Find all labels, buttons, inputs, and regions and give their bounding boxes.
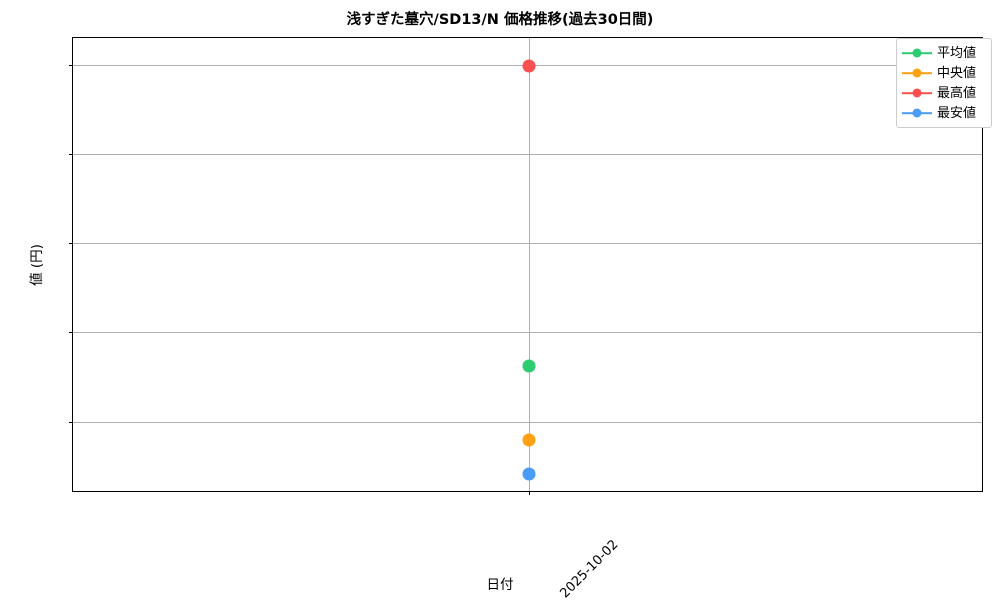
plot-area: 値 (円) 10008006004002002025-10-02: [29, 37, 983, 601]
y-tick-mark: [69, 153, 73, 155]
y-gridline: [73, 243, 982, 245]
y-gridline: [73, 153, 982, 155]
data-point: [522, 359, 535, 373]
legend-marker-icon: [902, 47, 932, 59]
legend-label: 平均値: [937, 45, 977, 61]
legend-label: 最安値: [937, 105, 977, 121]
x-axis-label: 日付: [486, 577, 514, 593]
data-point: [522, 59, 535, 73]
y-gridline: [73, 421, 982, 423]
x-tick-mark: [528, 491, 530, 495]
y-tick-mark: [69, 243, 73, 245]
legend-label: 最高値: [937, 85, 977, 101]
legend-item[interactable]: 最安値: [902, 103, 986, 123]
chart-title: 浅すぎた墓穴/SD13/N 価格推移(過去30日間): [346, 12, 654, 28]
y-tick-mark: [69, 421, 73, 423]
chart-legend: 平均値中央値最高値最安値: [896, 38, 992, 128]
legend-item[interactable]: 平均値: [902, 43, 986, 63]
legend-label: 中央値: [937, 65, 977, 81]
legend-item[interactable]: 最高値: [902, 83, 986, 103]
y-tick-mark: [69, 332, 73, 334]
x-gridline: [528, 38, 530, 491]
y-axis-label: 値 (円): [29, 243, 45, 286]
legend-marker-icon: [902, 107, 932, 119]
y-gridline: [73, 332, 982, 334]
legend-item[interactable]: 中央値: [902, 63, 986, 83]
legend-marker-icon: [902, 67, 932, 79]
y-tick-mark: [69, 64, 73, 66]
data-point: [522, 433, 535, 447]
data-point: [522, 467, 535, 481]
legend-marker-icon: [902, 87, 932, 99]
